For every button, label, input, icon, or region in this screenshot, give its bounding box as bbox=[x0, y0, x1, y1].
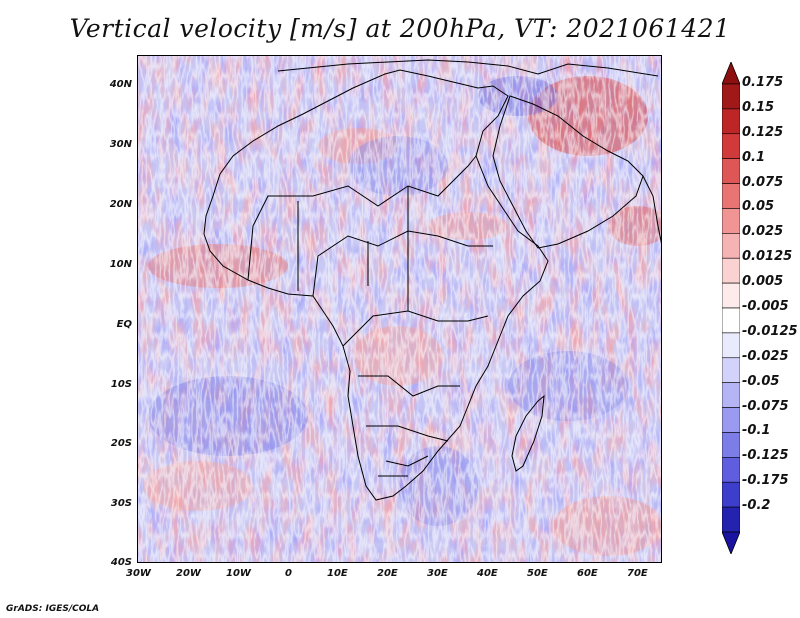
colorbar-tick-label: 0.005 bbox=[742, 274, 784, 290]
colorbar-band bbox=[722, 382, 740, 408]
colorbar-tick-label: 0.15 bbox=[742, 99, 775, 115]
longitude-label: 20W bbox=[176, 568, 201, 579]
map-panel bbox=[137, 55, 662, 563]
colorbar-tick-label: -0.0125 bbox=[742, 323, 798, 339]
longitude-label: 30W bbox=[126, 568, 151, 579]
colorbar-band bbox=[722, 307, 740, 334]
colorbar-max-arrow bbox=[722, 62, 740, 85]
colorbar-band bbox=[722, 158, 740, 184]
africa-coastline bbox=[203, 69, 549, 501]
colorbar-tick-label: 0.175 bbox=[742, 75, 784, 90]
colorbar-band bbox=[722, 432, 740, 458]
longitude-label: 0 bbox=[285, 568, 292, 579]
longitude-label: 10W bbox=[226, 568, 251, 579]
colorbar-tick-label: 0.075 bbox=[742, 174, 784, 190]
colorbar-band bbox=[722, 457, 740, 483]
latitude-label: 10S bbox=[110, 379, 132, 390]
colorbar-tick-label: -0.025 bbox=[742, 348, 789, 364]
colorbar-tick-label: 0.05 bbox=[742, 199, 775, 215]
coastlines-and-borders bbox=[203, 59, 661, 501]
latitude-label: 40S bbox=[110, 557, 132, 568]
colorbar-band bbox=[722, 481, 740, 508]
colorbar-band bbox=[722, 282, 740, 309]
colorbar-tick-label: -0.175 bbox=[742, 473, 789, 489]
colorbar-tick-label: 0.1 bbox=[742, 149, 766, 165]
latitude-label: 20S bbox=[110, 438, 132, 449]
longitude-label: 20E bbox=[377, 568, 398, 579]
credit-text: GrADS: IGES/COLA bbox=[6, 604, 100, 614]
colorbar-band bbox=[722, 257, 740, 284]
longitude-label: 40E bbox=[477, 568, 498, 579]
velocity-field-map bbox=[138, 56, 661, 562]
madagascar-coastline bbox=[511, 394, 545, 472]
arabia-coastline bbox=[492, 95, 644, 249]
colorbar-band bbox=[722, 183, 740, 209]
colorbar-band bbox=[722, 233, 740, 259]
colorbar-tick-label: -0.2 bbox=[742, 498, 771, 514]
colorbar-band bbox=[722, 83, 740, 110]
colorbar-tick-label: 0.0125 bbox=[742, 249, 793, 265]
colorbar-tick-label: -0.1 bbox=[742, 423, 771, 439]
colorbar-band bbox=[722, 208, 740, 234]
latitude-label: 40N bbox=[109, 79, 132, 90]
white-streaks bbox=[138, 56, 661, 562]
longitude-label: 30E bbox=[427, 568, 448, 579]
latitude-label: 30S bbox=[110, 498, 132, 509]
map-title: Vertical velocity [m/s] at 200hPa, VT: 2… bbox=[69, 14, 731, 43]
europe-coastline bbox=[277, 59, 659, 77]
longitude-label: 10E bbox=[327, 568, 348, 579]
latitude-label: 10N bbox=[109, 259, 132, 270]
colorbar-tick-label: -0.005 bbox=[742, 299, 789, 314]
colorbar bbox=[722, 62, 740, 554]
colorbar-tick-label: 0.025 bbox=[742, 224, 784, 240]
colorbar-min-arrow bbox=[722, 531, 740, 554]
colorbar-band bbox=[722, 407, 740, 433]
colorbar-tick-label: -0.05 bbox=[742, 373, 780, 389]
colorbar-tick-label: -0.125 bbox=[742, 448, 789, 464]
longitude-label: 60E bbox=[577, 568, 598, 579]
colorbar-band bbox=[722, 133, 740, 159]
latitude-label: EQ bbox=[116, 319, 132, 330]
colorbar-band bbox=[722, 506, 740, 533]
colorbar-tick-label: 0.125 bbox=[742, 124, 784, 140]
colorbar-band bbox=[722, 108, 740, 135]
latitude-label: 20N bbox=[109, 199, 132, 210]
colorbar-tick-label: -0.075 bbox=[742, 398, 789, 414]
longitude-label: 50E bbox=[527, 568, 548, 579]
colorbar-band bbox=[722, 332, 740, 359]
longitude-label: 70E bbox=[627, 568, 648, 579]
colorbar-band bbox=[722, 357, 740, 383]
national-borders bbox=[247, 155, 493, 477]
india-coastline bbox=[642, 175, 661, 244]
latitude-label: 30N bbox=[109, 139, 132, 150]
